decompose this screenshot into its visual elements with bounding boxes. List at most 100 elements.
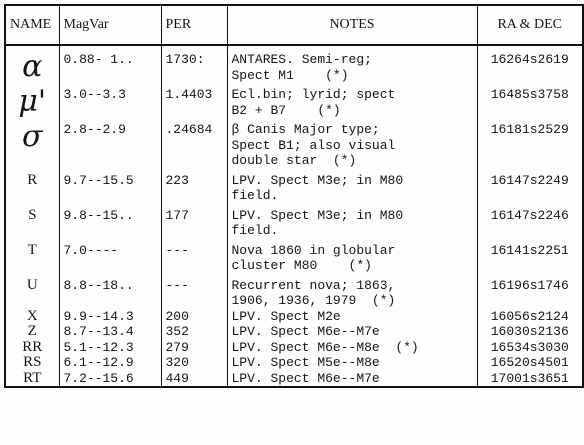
star-name: RR — [5, 340, 59, 356]
ra-dec: 16147s2246 — [477, 204, 583, 239]
header-ra-dec: RA & DEC — [477, 5, 583, 45]
magnitude-range: 6.1--12.9 — [59, 355, 161, 371]
ra-dec: 16520s4501 — [477, 355, 583, 371]
period: 449 — [161, 371, 227, 388]
period: 352 — [161, 324, 227, 340]
table-row: σ 2.8--2.9.24684 β Canis Major type; Spect … — [5, 118, 583, 169]
period: .24684 — [161, 118, 227, 169]
note-line: LPV. Spect M6e--M7e — [232, 371, 473, 387]
note-line: Spect M1 (*) — [232, 68, 473, 84]
note-line: LPV. Spect M3e; in M80 — [232, 208, 473, 224]
note-line: LPV. Spect M3e; in M80 — [232, 173, 473, 189]
magnitude-range: 0.88- 1.. — [59, 45, 161, 83]
ra-dec: 16534s3030 — [477, 340, 583, 356]
note-line: ANTARES. Semi-reg; — [232, 52, 473, 68]
ra-dec: 16030s2136 — [477, 324, 583, 340]
ra-dec: 17001s3651 — [477, 371, 583, 388]
header-period: PER — [161, 5, 227, 45]
note-line: cluster M80 (*) — [232, 258, 473, 274]
ra-dec: 16141s2251 — [477, 239, 583, 274]
table-row: μ' 3.0--3.3 1.4403 Ecl.bin; lyrid; spect B2 … — [5, 83, 583, 118]
period: 223 — [161, 169, 227, 204]
period: 1.4403 — [161, 83, 227, 118]
period: 320 — [161, 355, 227, 371]
table-row: S 9.8--15.. 177 LPV. Spect M3e; in M80 field… — [5, 204, 583, 239]
notes-cell: Recurrent nova; 1863, 1906, 1936, 1979 (*… — [227, 274, 477, 309]
header-magvar: MagVar — [59, 5, 161, 45]
header-notes: NOTES — [227, 5, 477, 45]
note-line: double star (*) — [232, 153, 473, 169]
notes-cell: β Canis Major type; Spect B1; also visual… — [227, 118, 477, 169]
ra-dec: 16196s1746 — [477, 274, 583, 309]
magnitude-range: 8.7--13.4 — [59, 324, 161, 340]
notes-cell: LPV. Spect M6e--M8e (*) — [227, 340, 477, 356]
star-name: U — [5, 274, 59, 309]
star-name: RS — [5, 355, 59, 371]
period: --- — [161, 239, 227, 274]
magnitude-range: 9.9--14.3 — [59, 309, 161, 325]
table-row: RS 6.1--12.9 320 LPV. Spect M5e--M8e 16520s4… — [5, 355, 583, 371]
note-line: LPV. Spect M6e--M8e (*) — [232, 340, 473, 356]
ra-dec: 16147s2249 — [477, 169, 583, 204]
period: 200 — [161, 309, 227, 325]
note-line: B2 + B7 (*) — [232, 103, 473, 119]
ra-dec: 16181s2529 — [477, 118, 583, 169]
period: 279 — [161, 340, 227, 356]
star-name: α — [5, 45, 59, 83]
magnitude-range: 5.1--12.3 — [59, 340, 161, 356]
table-row: R 9.7--15.5 223 LPV. Spect M3e; in M80 field… — [5, 169, 583, 204]
table-row: T 7.0---- --- Nova 1860 in globular cluster … — [5, 239, 583, 274]
note-line: β Canis Major type; — [232, 122, 473, 138]
note-line: LPV. Spect M2e — [232, 309, 473, 325]
magnitude-range: 8.8--18.. — [59, 274, 161, 309]
table-row: RT 7.2--15.6 449 LPV. Spect M6e--M7e 17001s3… — [5, 371, 583, 388]
note-line: field. — [232, 188, 473, 204]
table-row: RR 5.1--12.3 279 LPV. Spect M6e--M8e (*) 165… — [5, 340, 583, 356]
note-line: LPV. Spect M6e--M7e — [232, 324, 473, 340]
star-name: Z — [5, 324, 59, 340]
notes-cell: LPV. Spect M5e--M8e — [227, 355, 477, 371]
magnitude-range: 7.0---- — [59, 239, 161, 274]
notes-cell: LPV. Spect M6e--M7e — [227, 324, 477, 340]
notes-cell: ANTARES. Semi-reg; Spect M1 (*) — [227, 45, 477, 83]
ra-dec: 16485s3758 — [477, 83, 583, 118]
star-name: T — [5, 239, 59, 274]
table-row: X 9.9--14.3 200 LPV. Spect M2e 16056s2124 — [5, 309, 583, 325]
star-name: S — [5, 204, 59, 239]
variable-star-table: NAME MagVar PER NOTES RA & DEC α 0.88- 1.… — [4, 4, 584, 388]
ra-dec: 16264s2619 — [477, 45, 583, 83]
star-name: RT — [5, 371, 59, 388]
header-row: NAME MagVar PER NOTES RA & DEC — [5, 5, 583, 45]
notes-cell: LPV. Spect M3e; in M80 field. — [227, 204, 477, 239]
note-line: Ecl.bin; lyrid; spect — [232, 87, 473, 103]
notes-cell: LPV. Spect M2e — [227, 309, 477, 325]
note-line: field. — [232, 223, 473, 239]
star-name: R — [5, 169, 59, 204]
notes-cell: LPV. Spect M3e; in M80 field. — [227, 169, 477, 204]
star-name: μ' — [5, 83, 59, 118]
period: 1730: — [161, 45, 227, 83]
notes-cell: LPV. Spect M6e--M7e — [227, 371, 477, 388]
magnitude-range: 3.0--3.3 — [59, 83, 161, 118]
period: 177 — [161, 204, 227, 239]
table-row: Z 8.7--13.4 352 LPV. Spect M6e--M7e 16030s21… — [5, 324, 583, 340]
table-row: α 0.88- 1.. 1730: ANTARES. Semi-reg; Spect M… — [5, 45, 583, 83]
period: --- — [161, 274, 227, 309]
notes-cell: Nova 1860 in globular cluster M80 (*) — [227, 239, 477, 274]
note-line: Spect B1; also visual — [232, 138, 473, 154]
note-line: LPV. Spect M5e--M8e — [232, 355, 473, 371]
note-line: Recurrent nova; 1863, — [232, 278, 473, 294]
table-row: U 8.8--18.. --- Recurrent nova; 1863, 1906, … — [5, 274, 583, 309]
note-line: 1906, 1936, 1979 (*) — [232, 293, 473, 309]
notes-cell: Ecl.bin; lyrid; spect B2 + B7 (*) — [227, 83, 477, 118]
star-name: X — [5, 309, 59, 325]
magnitude-range: 2.8--2.9 — [59, 118, 161, 169]
magnitude-range: 9.8--15.. — [59, 204, 161, 239]
magnitude-range: 9.7--15.5 — [59, 169, 161, 204]
note-line: Nova 1860 in globular — [232, 243, 473, 259]
magnitude-range: 7.2--15.6 — [59, 371, 161, 388]
header-name: NAME — [5, 5, 59, 45]
star-name: σ — [5, 118, 59, 169]
ra-dec: 16056s2124 — [477, 309, 583, 325]
